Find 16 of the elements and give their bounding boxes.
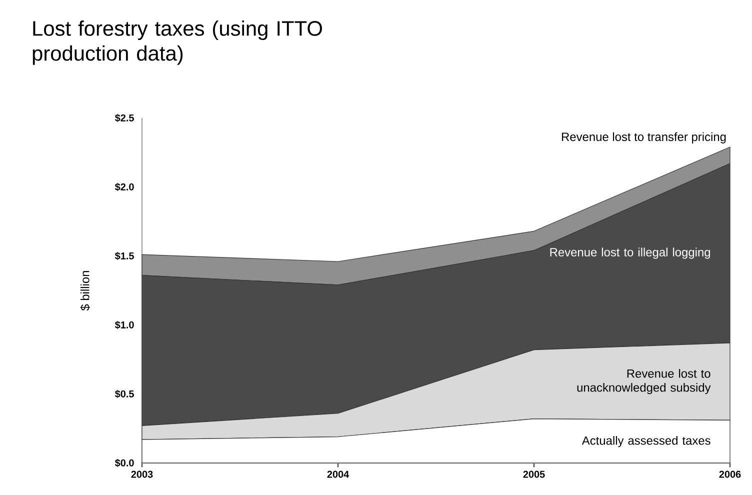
x-tick-label: 2004 xyxy=(327,470,350,478)
y-tick-label: $1.0 xyxy=(114,320,134,330)
y-tick-label: $0.5 xyxy=(114,390,134,398)
chart-title: Lost forestry taxes (using ITTO production data) xyxy=(32,20,322,65)
y-tick-label: $1.5 xyxy=(114,252,134,260)
series-label: Revenue lost to illegal logging xyxy=(550,248,710,259)
series-label: Actually assessed taxes xyxy=(582,436,710,448)
x-tick-label: 2005 xyxy=(523,470,545,478)
y-tick-label: $2.0 xyxy=(114,182,134,192)
series-label: Revenue lost to unacknowledged subsidy xyxy=(577,369,711,394)
y-tick-label: $0.0 xyxy=(114,458,134,468)
x-tick-label: 2006 xyxy=(719,470,741,478)
series-label: Revenue lost to transfer pricing xyxy=(562,132,726,144)
y-tick-label: $2.5 xyxy=(114,114,134,122)
x-tick-label: 2003 xyxy=(131,470,153,478)
y-axis-title: $ billion xyxy=(80,271,90,311)
